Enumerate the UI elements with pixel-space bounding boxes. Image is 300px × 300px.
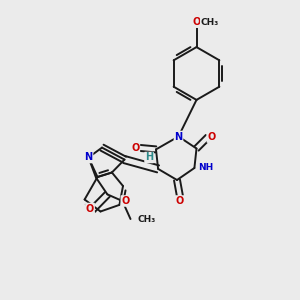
Text: O: O [176, 196, 184, 206]
Text: O: O [192, 17, 201, 27]
Text: O: O [121, 196, 130, 206]
Text: H: H [145, 152, 153, 163]
Text: CH₃: CH₃ [137, 214, 155, 224]
Text: NH: NH [198, 164, 213, 172]
Text: CH₃: CH₃ [200, 18, 219, 27]
Text: O: O [207, 132, 216, 142]
Text: O: O [86, 203, 94, 214]
Text: O: O [131, 143, 140, 153]
Text: N: N [84, 152, 93, 163]
Text: N: N [174, 131, 183, 142]
